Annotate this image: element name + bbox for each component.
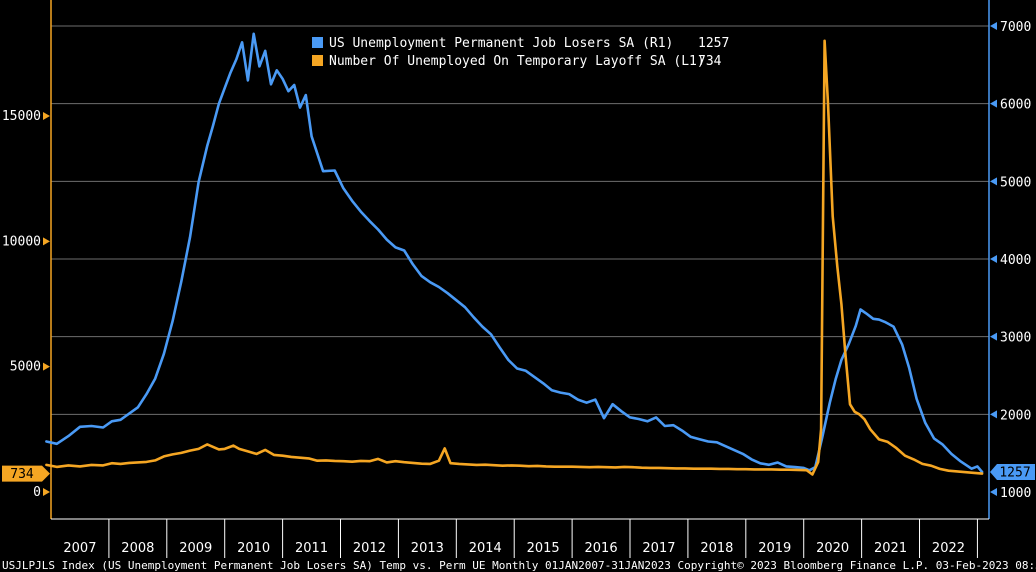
x-tick-label-2008: 2008 <box>121 541 154 556</box>
left-last-value-badge <box>2 465 50 482</box>
right-tick-label-2000: 2000 <box>1000 408 1031 423</box>
left-tick-0 <box>43 488 50 496</box>
x-tick-label-2021: 2021 <box>874 541 907 556</box>
x-tick-label-2019: 2019 <box>758 541 791 556</box>
left-tick-15000 <box>43 112 50 120</box>
x-tick-label-2022: 2022 <box>932 541 965 556</box>
axes: 0 5000 10000 15000 1000 2000 3000 4000 5000 6000 7… <box>2 0 1031 558</box>
legend: US Unemployment Permanent Job Losers SA … <box>304 30 738 74</box>
left-tick-label-10000: 10000 <box>2 234 41 249</box>
right-tick-label-4000: 4000 <box>1000 253 1031 268</box>
right-tick-label-3000: 3000 <box>1000 331 1031 346</box>
right-last-value-badge <box>990 464 1035 481</box>
x-tick-label-2011: 2011 <box>295 541 328 556</box>
grid <box>51 25 989 415</box>
x-tick-label-2015: 2015 <box>527 541 560 556</box>
right-tick-label-6000: 6000 <box>1000 98 1031 113</box>
x-tick-label-2007: 2007 <box>63 541 96 556</box>
left-tick-label-15000: 15000 <box>2 109 41 124</box>
x-tick-label-2010: 2010 <box>237 541 270 556</box>
right-tick-4000 <box>990 255 997 263</box>
right-tick-label-5000: 5000 <box>1000 175 1031 190</box>
series-line-temporary-layoff <box>45 39 984 476</box>
last-value-badges: 734 1257 <box>2 464 1035 482</box>
right-tick-5000 <box>990 177 997 186</box>
x-tick-label-2017: 2017 <box>642 541 675 556</box>
legend-box <box>304 30 738 74</box>
legend-swatch-temporary <box>312 55 323 66</box>
x-tick-label-2020: 2020 <box>816 541 849 556</box>
right-tick-7000 <box>990 22 997 30</box>
left-tick-label-5000: 5000 <box>10 360 41 375</box>
x-tick-label-2009: 2009 <box>179 541 212 556</box>
legend-swatch-permanent <box>312 37 323 48</box>
footer-text: USJLPJLS Index (US Unemployment Permanen… <box>2 559 1036 572</box>
right-tick-2000 <box>990 410 997 419</box>
legend-label-permanent: US Unemployment Permanent Job Losers SA … <box>329 36 673 51</box>
left-tick-10000 <box>43 237 50 246</box>
x-tick-label-2013: 2013 <box>411 541 444 556</box>
right-tick-1000 <box>990 488 997 496</box>
right-tick-label-7000: 7000 <box>1000 20 1031 35</box>
legend-value-permanent: 1257 <box>698 36 729 51</box>
legend-label-temporary: Number Of Unemployed On Temporary Layoff… <box>329 54 705 69</box>
series-layer <box>45 32 984 476</box>
x-tick-label-2016: 2016 <box>585 541 618 556</box>
footer: USJLPJLS Index (US Unemployment Permanen… <box>2 559 1036 572</box>
x-tick-label-2012: 2012 <box>353 541 386 556</box>
legend-value-temporary: 734 <box>698 54 722 69</box>
x-tick-label-2014: 2014 <box>469 541 502 556</box>
x-tick-label-2018: 2018 <box>700 541 733 556</box>
left-tick-label-0: 0 <box>33 485 41 500</box>
left-tick-5000 <box>43 362 50 371</box>
right-tick-6000 <box>990 99 997 108</box>
right-tick-3000 <box>990 332 997 341</box>
right-tick-label-1000: 1000 <box>1000 486 1031 501</box>
left-last-value-label: 734 <box>10 467 34 482</box>
right-last-value-label: 1257 <box>999 466 1030 481</box>
